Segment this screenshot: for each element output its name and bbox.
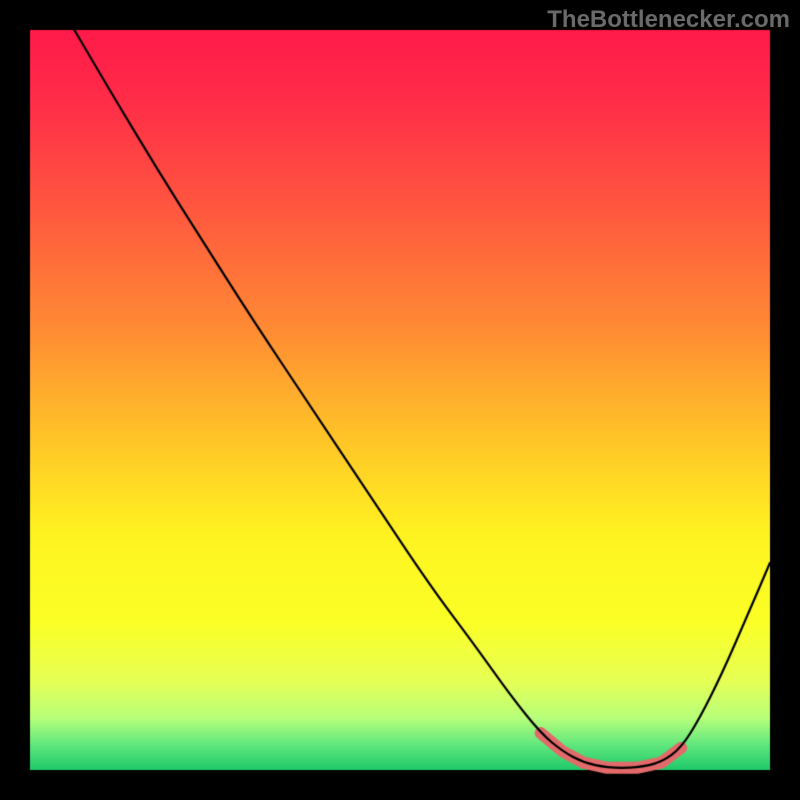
watermark-text: TheBottlenecker.com	[547, 6, 790, 34]
chart-container: TheBottlenecker.com	[0, 0, 800, 800]
bottleneck-chart-canvas	[0, 0, 800, 800]
